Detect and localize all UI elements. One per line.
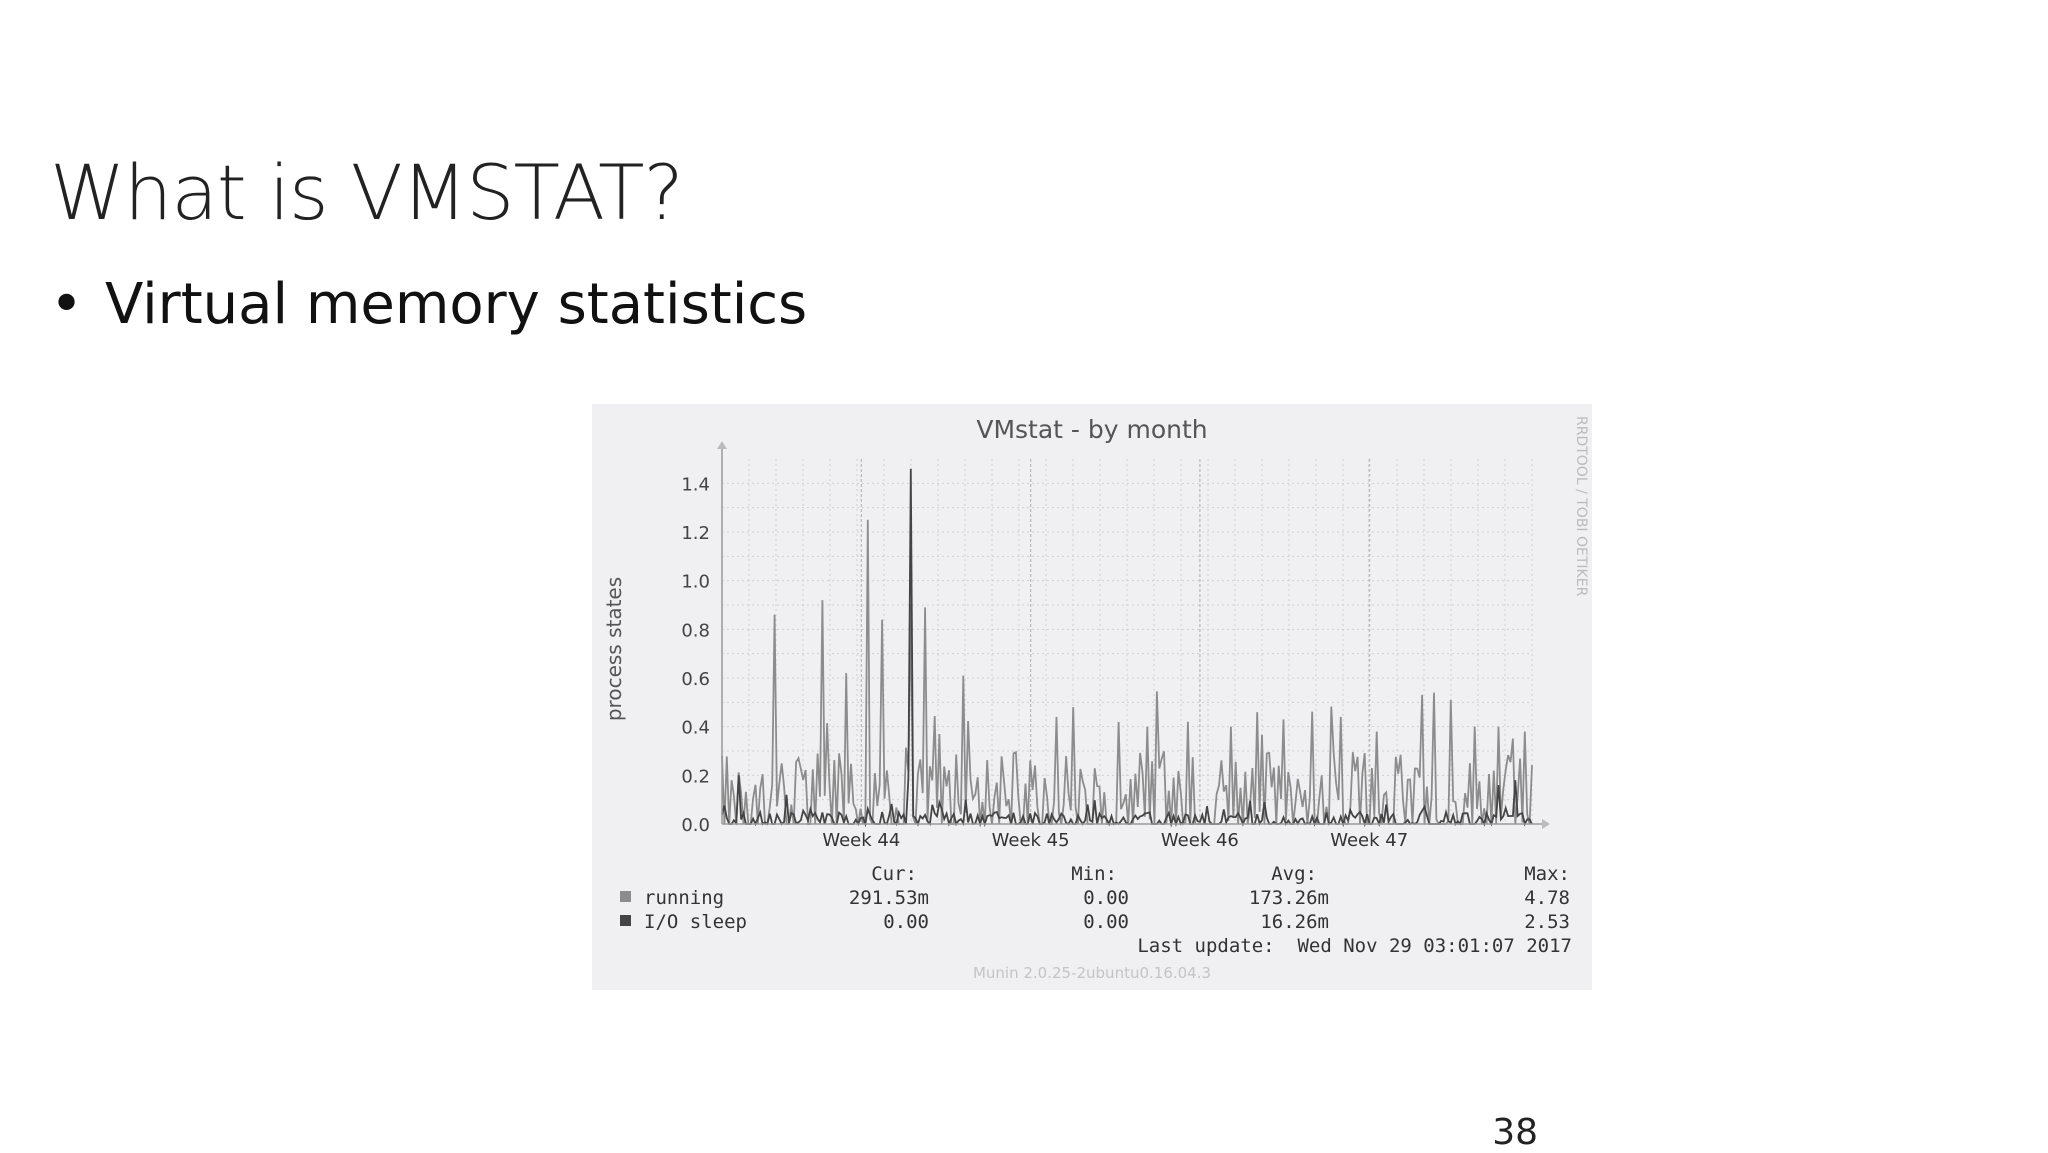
legend-value: 4.78 — [1524, 887, 1570, 909]
legend-swatch — [620, 891, 631, 902]
y-axis-arrow — [717, 441, 727, 449]
x-tick-label: Week 45 — [992, 830, 1070, 851]
y-tick-label: 1.0 — [681, 572, 710, 593]
page-number: 38 — [1492, 1112, 1538, 1153]
legend-header: Min: — [1071, 863, 1117, 885]
legend-header: Max: — [1524, 863, 1570, 885]
legend-value: 291.53m — [849, 887, 929, 909]
legend-value: 0.00 — [1083, 887, 1129, 909]
vmstat-chart-svg: VMstat - by month RRDTOOL / TOBI OETIKER… — [602, 415, 1589, 982]
legend-series-name: running — [644, 887, 724, 909]
series-running-line — [721, 519, 1533, 826]
legend-value: 0.00 — [1083, 911, 1129, 933]
chart-legend: Cur: Min: Avg: Max:running 291.53m 0.00 173.26… — [620, 863, 1570, 933]
bullet-item: • Virtual memory statistics — [50, 272, 807, 337]
chart-watermark: RRDTOOL / TOBI OETIKER — [1573, 416, 1589, 597]
y-tick-labels: 0.0 0.2 0.4 0.6 0.8 1.0 1.2 1.4 — [681, 474, 710, 836]
y-tick-label: 1.4 — [681, 474, 710, 495]
last-update: Last update: Wed Nov 29 03:01:07 2017 — [1137, 935, 1572, 957]
x-tick-labels: Week 44 Week 45 Week 46 Week 47 — [822, 830, 1408, 851]
vmstat-chart: VMstat - by month RRDTOOL / TOBI OETIKER… — [592, 404, 1592, 990]
bullet-text: Virtual memory statistics — [105, 272, 808, 337]
y-tick-label: 0.6 — [681, 669, 710, 690]
y-tick-label: 0.0 — [681, 815, 710, 836]
legend-swatch — [620, 915, 631, 926]
legend-value: 0.00 — [883, 911, 929, 933]
x-tick-label: Week 46 — [1161, 830, 1239, 851]
legend-series-name: I/O sleep — [644, 911, 747, 933]
x-tick-label: Week 47 — [1330, 830, 1408, 851]
legend-value: 2.53 — [1524, 911, 1570, 933]
chart-footer: Munin 2.0.25-2ubuntu0.16.04.3 — [973, 964, 1211, 982]
bullet-dot: • — [50, 272, 84, 337]
chart-grid — [721, 459, 1533, 824]
x-axis-arrow — [1542, 819, 1550, 829]
y-tick-label: 1.2 — [681, 523, 710, 544]
legend-header: Avg: — [1271, 863, 1317, 885]
y-tick-label: 0.8 — [681, 620, 710, 641]
legend-value: 173.26m — [1249, 887, 1329, 909]
chart-axes — [717, 441, 1550, 829]
legend-value: 16.26m — [1260, 911, 1329, 933]
legend-header: Cur: — [871, 863, 917, 885]
y-axis-label: process states — [602, 577, 626, 721]
chart-title: VMstat - by month — [976, 415, 1207, 444]
slide-title: What is VMSTAT? — [50, 148, 684, 237]
y-tick-label: 0.2 — [681, 766, 710, 787]
x-tick-label: Week 44 — [822, 830, 900, 851]
y-tick-label: 0.4 — [681, 718, 710, 739]
